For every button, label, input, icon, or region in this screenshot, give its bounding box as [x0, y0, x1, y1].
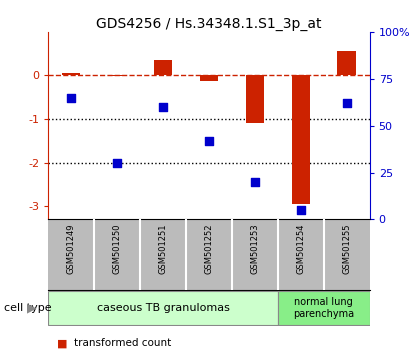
- Bar: [291, 75, 310, 204]
- Point: [252, 179, 258, 185]
- Text: normal lung
parenchyma: normal lung parenchyma: [293, 297, 354, 319]
- Bar: [338, 51, 356, 75]
- Bar: [278, 291, 370, 325]
- Text: GSM501252: GSM501252: [205, 223, 213, 274]
- Bar: [154, 60, 172, 75]
- Title: GDS4256 / Hs.34348.1.S1_3p_at: GDS4256 / Hs.34348.1.S1_3p_at: [96, 17, 322, 31]
- Point: [68, 95, 75, 101]
- Point: [343, 100, 350, 106]
- Text: GSM501250: GSM501250: [113, 223, 122, 274]
- Point: [297, 207, 304, 213]
- Point: [114, 160, 121, 166]
- Bar: [48, 291, 278, 325]
- Bar: [108, 75, 126, 76]
- Text: GSM501249: GSM501249: [67, 223, 76, 274]
- Text: GSM501254: GSM501254: [296, 223, 305, 274]
- Text: cell type: cell type: [4, 303, 52, 313]
- Text: ▶: ▶: [27, 302, 36, 314]
- Text: caseous TB granulomas: caseous TB granulomas: [97, 303, 229, 313]
- Text: ■: ■: [57, 338, 67, 348]
- Text: GSM501251: GSM501251: [159, 223, 168, 274]
- Point: [160, 104, 166, 110]
- Point: [206, 138, 212, 143]
- Text: GSM501255: GSM501255: [342, 223, 351, 274]
- Text: GSM501253: GSM501253: [250, 223, 260, 274]
- Bar: [200, 75, 218, 81]
- Bar: [62, 73, 81, 75]
- Bar: [246, 75, 264, 124]
- Text: transformed count: transformed count: [74, 338, 171, 348]
